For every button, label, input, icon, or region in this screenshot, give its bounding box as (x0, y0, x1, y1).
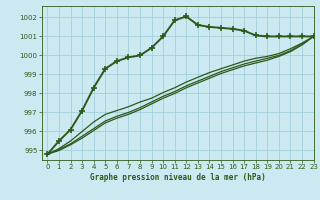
X-axis label: Graphe pression niveau de la mer (hPa): Graphe pression niveau de la mer (hPa) (90, 173, 266, 182)
